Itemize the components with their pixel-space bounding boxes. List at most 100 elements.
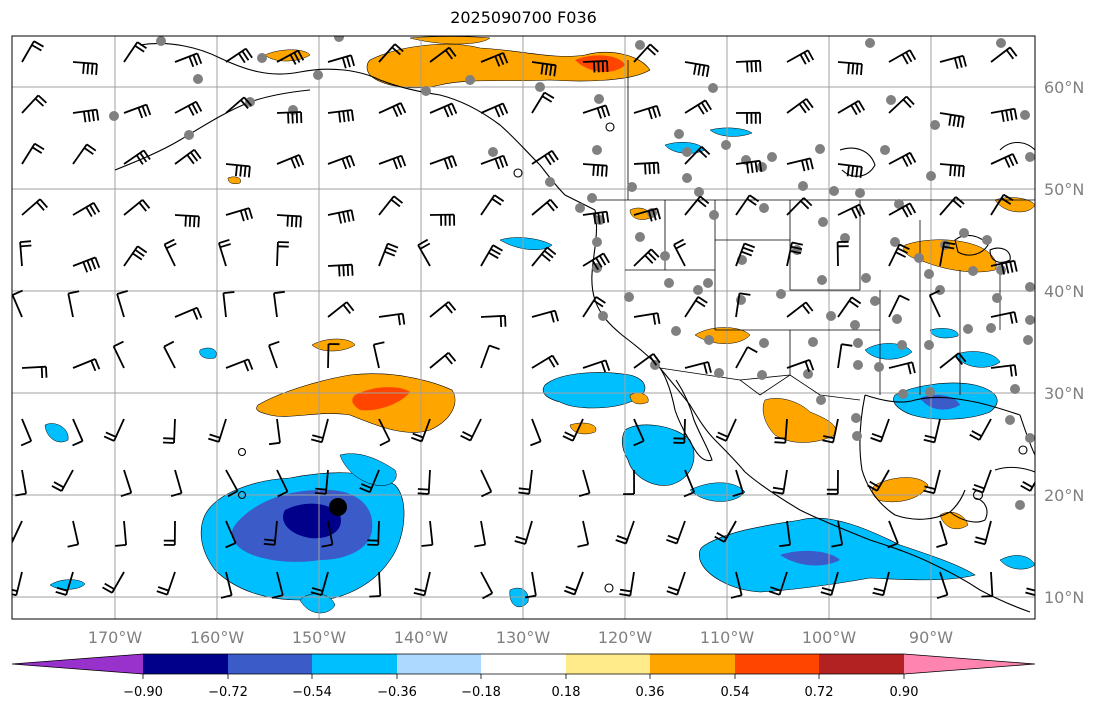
colorbar-segment [735, 654, 819, 674]
wind-barb-feather [299, 216, 302, 228]
wind-barb [735, 159, 760, 165]
wind-barb [72, 418, 84, 442]
wind-barb [378, 243, 389, 267]
wind-barb-feather [647, 251, 657, 261]
wind-barb-feather [541, 253, 551, 262]
wind-barb-feather [901, 53, 909, 65]
wind-barb-feather [596, 165, 600, 177]
wind-barb [837, 163, 862, 168]
wind-barb-feather [850, 104, 858, 116]
wind-barb [633, 353, 654, 369]
wind-barb [222, 293, 227, 318]
wind-barb-feather [193, 216, 196, 228]
wind-barb [784, 418, 788, 443]
wind-barb [837, 344, 843, 369]
wind-barb-feather [953, 165, 957, 177]
wind-barb-feather [772, 491, 784, 495]
wind-barb [276, 49, 299, 63]
wind-barb [1042, 59, 1066, 62]
wind-barb-feather [1055, 200, 1064, 207]
wind-barb-feather [897, 247, 908, 254]
wind-barb-feather [243, 96, 252, 107]
wind-barb-feather [754, 60, 758, 73]
wind-barb-feather [298, 154, 305, 166]
wind-barb-feather [141, 105, 148, 117]
wind-barb-feather [514, 540, 526, 545]
wind-barb-feather [494, 158, 501, 170]
wind-barb-feather [971, 430, 982, 437]
wind-barb-feather [219, 243, 231, 249]
wind-barb-feather [1009, 365, 1013, 377]
wind-barb-feather [804, 361, 811, 373]
wind-barb-feather [593, 299, 604, 308]
wind-barb-feather [338, 265, 341, 277]
wind-barb-feather [417, 238, 429, 246]
wind-barb [633, 207, 658, 216]
wind-barb [837, 520, 844, 545]
colorbar-segment [312, 654, 397, 674]
wind-barb-feather [12, 289, 23, 296]
wind-barb [321, 418, 329, 443]
wind-barb-feather [699, 195, 710, 205]
wind-barb-feather [901, 156, 909, 167]
wind-barb [378, 571, 382, 597]
wind-barb [531, 309, 556, 318]
wind-barb [21, 469, 27, 494]
wind-barb-feather [341, 158, 348, 170]
wind-barb [265, 623, 277, 644]
wind-barb-feather [156, 590, 168, 596]
lat-tick-label: 50°N [1044, 180, 1084, 199]
wind-barb-feather [619, 588, 632, 593]
wind-barb-feather [633, 440, 645, 447]
wind-barb-feather [848, 300, 859, 308]
wind-barb [786, 197, 805, 216]
wind-barb [928, 294, 941, 318]
wind-barb-feather [290, 215, 294, 227]
wind-barb-feather [666, 538, 678, 545]
wind-barb-feather [821, 587, 833, 592]
wind-barb-feather [396, 104, 403, 116]
wind-barb-feather [1052, 262, 1056, 272]
wind-barb-feather [952, 115, 957, 127]
wind-barb-feather [1020, 484, 1031, 492]
wind-barb-feather [854, 206, 862, 217]
wind-barb-feather [667, 586, 679, 592]
wind-barb-feather [170, 492, 182, 497]
wind-barb [989, 623, 991, 647]
wind-barb [480, 520, 487, 545]
wind-barb-feather [1013, 260, 1018, 272]
lon-tick-label: 120°W [598, 628, 653, 647]
wind-barb-feather [954, 355, 964, 365]
wind-barb-feather [564, 431, 576, 438]
wind-barb [684, 195, 701, 216]
wind-barb-feather [887, 542, 899, 549]
wind-barb-feather [136, 41, 148, 50]
wind-barb-feather [1000, 197, 1012, 205]
wind-barb-feather [909, 152, 917, 163]
longitude-axis: 170°W 160°W 150°W 140°W 130°W 120°W 110°… [88, 628, 953, 647]
wind-barb-feather [90, 258, 97, 270]
wind-barb [378, 43, 396, 63]
wind-barb [225, 96, 245, 114]
wind-barb [528, 469, 533, 494]
wind-barb [837, 203, 860, 216]
wind-barb-feather [850, 207, 858, 219]
wind-barb-feather [717, 431, 729, 438]
colorbar-segment [650, 654, 735, 674]
wind-barb-feather [595, 257, 603, 268]
wind-barb-feather [360, 483, 372, 490]
wind-barb-feather [1005, 49, 1015, 60]
wind-barb [531, 246, 548, 267]
wind-barb-feather [220, 594, 232, 599]
wind-barb-feather [346, 110, 350, 122]
wind-barb [582, 296, 597, 318]
wind-barb-feather [90, 63, 94, 75]
wind-barb [173, 418, 176, 444]
wind-barb [372, 344, 380, 369]
wind-barb-feather [929, 289, 941, 297]
wind-barb-feather [488, 251, 499, 259]
wind-barb-feather [89, 204, 97, 215]
wind-barb-feather [578, 492, 590, 497]
wind-barb [225, 163, 250, 168]
wind-barb [113, 418, 125, 442]
